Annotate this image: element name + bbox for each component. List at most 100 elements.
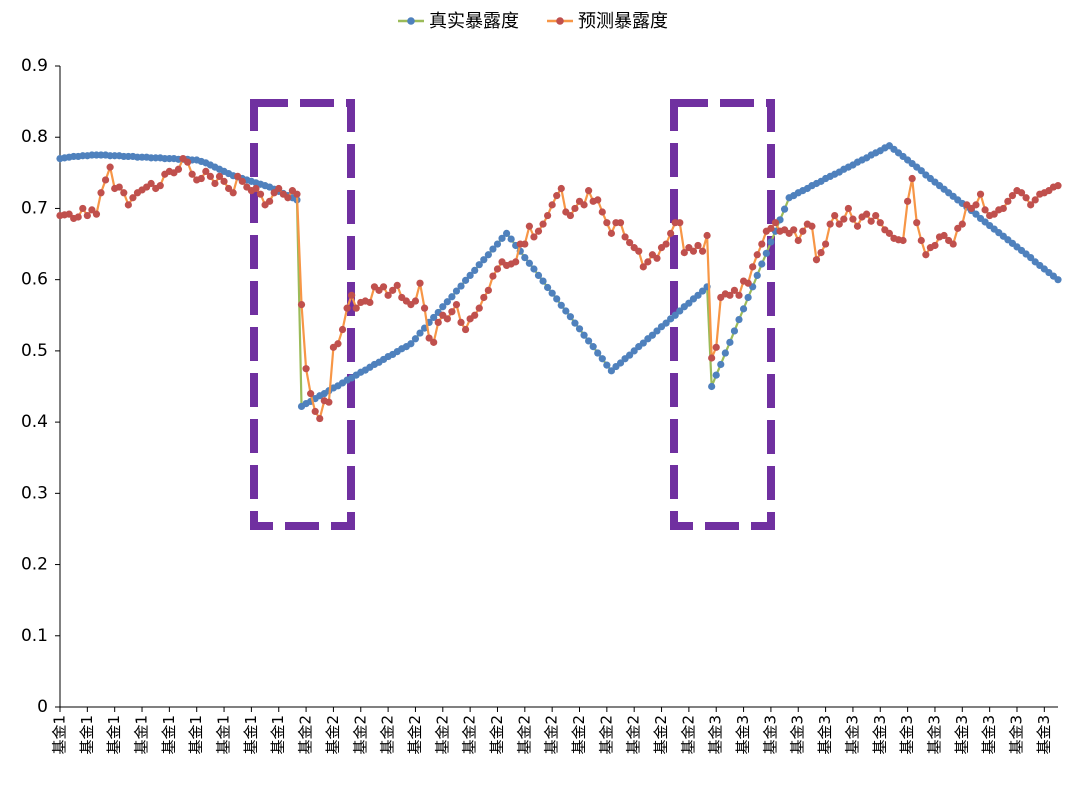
data-point (626, 239, 634, 247)
data-point (662, 240, 670, 248)
data-point (525, 259, 533, 267)
data-point (521, 240, 529, 248)
data-point (115, 183, 123, 191)
data-point (603, 219, 611, 227)
data-point (202, 167, 210, 176)
data-point (712, 371, 720, 379)
x-tick-label: 基金2 (625, 715, 643, 755)
data-point (726, 291, 734, 299)
data-point (448, 308, 456, 316)
data-point (311, 407, 319, 416)
x-tick-label: 基金2 (406, 715, 424, 755)
data-point (917, 236, 925, 245)
data-point (1054, 182, 1062, 190)
data-point (867, 217, 875, 225)
data-point (794, 236, 802, 245)
data-point (234, 172, 242, 180)
data-point (835, 220, 843, 228)
data-point (840, 215, 848, 223)
x-tick-label: 基金1 (187, 715, 205, 755)
data-point (452, 300, 461, 309)
data-point (425, 334, 433, 342)
x-tick-label: 基金1 (269, 715, 287, 755)
data-point (553, 295, 561, 303)
data-point (471, 266, 479, 275)
data-point (106, 163, 114, 171)
data-point (1004, 197, 1012, 205)
x-tick-label: 基金3 (761, 715, 779, 755)
data-point (671, 311, 679, 319)
y-tick-label: 0.5 (21, 341, 48, 361)
data-point (863, 210, 871, 218)
data-point (689, 247, 698, 255)
x-tick-label: 基金2 (652, 715, 670, 755)
x-tick-label: 基金1 (78, 715, 96, 755)
legend-label: 预测暴露度 (578, 11, 668, 32)
data-point (812, 256, 821, 264)
data-point (384, 291, 392, 299)
data-point (512, 258, 520, 266)
data-point (571, 319, 579, 327)
data-point (630, 347, 638, 355)
data-point (343, 304, 351, 312)
y-tick-label: 0.3 (21, 483, 48, 503)
data-point (685, 299, 693, 307)
data-point (534, 271, 543, 279)
data-point (215, 172, 224, 180)
data-point (616, 219, 625, 227)
highlight-box (670, 99, 775, 530)
data-point (256, 190, 265, 198)
data-point (817, 249, 825, 257)
x-tick-label: 基金2 (597, 715, 615, 755)
data-point (334, 340, 342, 348)
data-point (644, 258, 652, 266)
data-point (471, 311, 479, 319)
y-tick-label: 0.6 (21, 270, 48, 290)
x-tick-label: 基金3 (789, 715, 807, 755)
data-point (79, 204, 87, 213)
x-tick-label: 基金3 (1007, 715, 1025, 755)
x-tick-label: 基金3 (734, 715, 752, 755)
data-point (917, 167, 925, 175)
data-point (297, 300, 306, 309)
data-point (475, 261, 483, 269)
data-point (808, 222, 816, 230)
data-point (129, 194, 137, 202)
data-point (726, 338, 734, 346)
data-point (484, 286, 492, 294)
data-point (211, 179, 219, 188)
data-point (507, 235, 515, 243)
x-tick-label: 基金3 (925, 715, 943, 755)
data-point (284, 194, 292, 202)
data-point (530, 233, 538, 241)
highlight-boxes (250, 99, 775, 530)
data-point (603, 361, 611, 369)
data-point (493, 265, 502, 273)
data-point (293, 190, 301, 198)
data-point (990, 210, 998, 218)
data-point (498, 234, 506, 242)
data-point (730, 327, 739, 335)
y-tick-label: 0.1 (21, 626, 48, 646)
data-point (566, 313, 574, 321)
data-point (585, 337, 593, 345)
data-point (694, 291, 702, 299)
data-point (598, 208, 606, 216)
data-point (489, 272, 497, 280)
x-tick-label: 基金2 (351, 715, 369, 755)
data-point (97, 189, 105, 197)
data-point (74, 213, 82, 221)
data-point (548, 289, 556, 297)
data-point (457, 282, 465, 290)
data-point (635, 247, 643, 255)
data-point (744, 279, 752, 287)
data-point (876, 219, 884, 227)
x-tick-label: 基金3 (707, 715, 725, 755)
data-point (940, 231, 948, 240)
data-point (708, 354, 716, 362)
data-point (229, 189, 237, 197)
data-point (416, 329, 424, 337)
data-point (790, 226, 798, 234)
data-point (972, 210, 980, 218)
data-point (913, 219, 921, 227)
